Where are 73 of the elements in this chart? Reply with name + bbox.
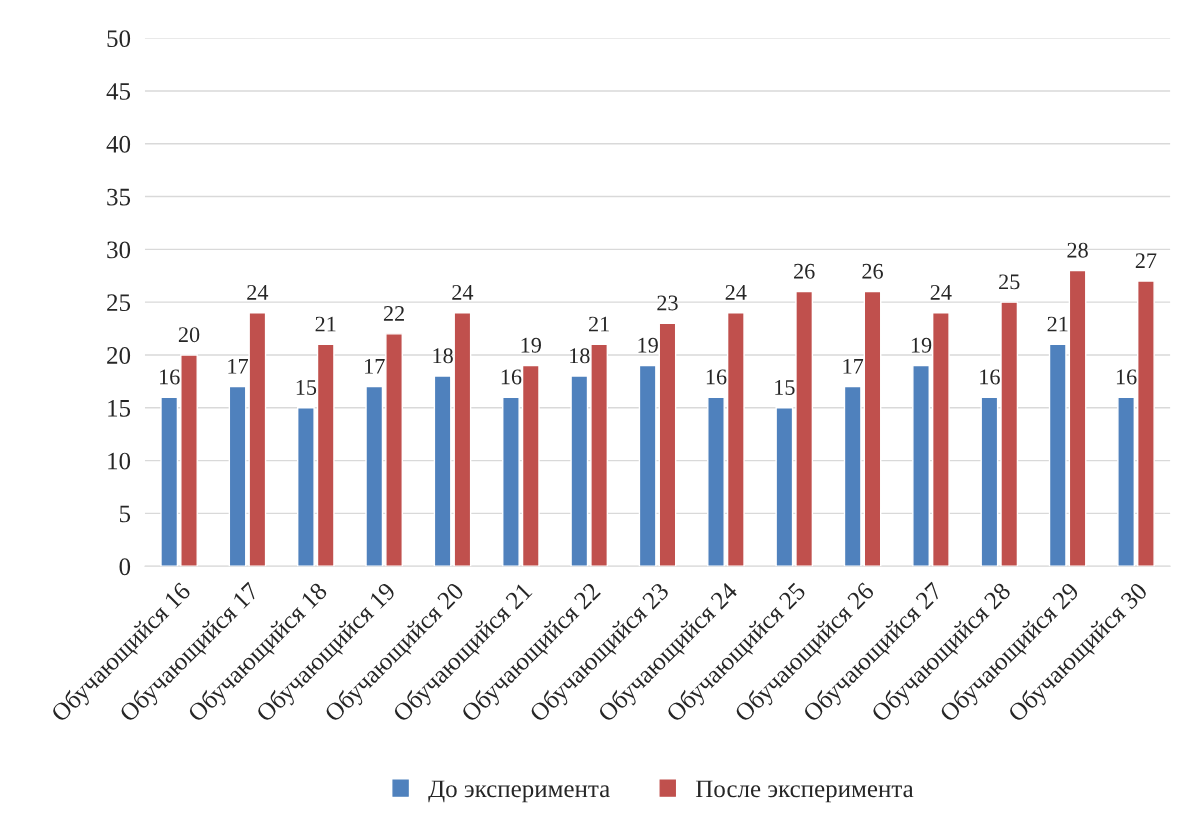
bar (228, 385, 247, 567)
bar (316, 343, 335, 567)
data-label: 24 (930, 284, 952, 300)
bar (180, 354, 198, 567)
data-label: 25 (999, 274, 1020, 290)
data-label: 24 (247, 284, 269, 300)
bar (707, 396, 725, 567)
bar (1068, 269, 1087, 567)
bar (1117, 396, 1135, 567)
bar (521, 364, 540, 567)
data-label: 16 (501, 369, 522, 385)
y-tick-label: 30 (107, 241, 131, 259)
data-label: 16 (160, 369, 180, 385)
data-label: 19 (521, 337, 541, 353)
data-label: 28 (1067, 242, 1088, 258)
bar (931, 312, 950, 567)
data-label: 17 (365, 358, 385, 374)
data-label: 24 (452, 284, 474, 300)
bar (658, 322, 677, 567)
y-tick-label: 20 (107, 347, 131, 364)
bar (775, 407, 794, 567)
data-label: 16 (706, 369, 727, 385)
y-tick-label: 45 (106, 83, 131, 100)
y-tick-label: 15 (108, 399, 131, 417)
bar (433, 375, 452, 567)
data-label: 16 (1116, 369, 1137, 385)
data-label: 17 (228, 358, 249, 374)
y-tick-label: 25 (107, 294, 131, 312)
bar (795, 290, 814, 567)
bar (726, 312, 745, 567)
bar (453, 312, 472, 567)
data-label: 21 (1047, 316, 1068, 332)
legend-label: После эксперимента (695, 780, 914, 803)
legend-label: До эксперимента (428, 780, 610, 803)
bar (1000, 301, 1019, 567)
bar (843, 385, 862, 567)
bar (365, 385, 384, 567)
data-label: 19 (911, 337, 932, 353)
y-tick-label: 0 (119, 558, 131, 576)
y-tick-label: 35 (107, 188, 131, 206)
bar (570, 375, 589, 567)
bar (590, 343, 609, 567)
y-tick-label: 40 (106, 135, 131, 153)
y-tick-label: 50 (107, 30, 131, 48)
bar (502, 396, 520, 567)
data-label: 19 (638, 337, 658, 353)
bar (863, 290, 882, 567)
data-label: 26 (862, 263, 883, 279)
data-label: 16 (980, 369, 1000, 385)
y-tick-label: 10 (108, 452, 131, 470)
bar (1048, 343, 1067, 567)
data-label: 21 (588, 316, 609, 332)
y-tick-label: 5 (120, 505, 131, 523)
data-label: 23 (657, 295, 678, 311)
bar (297, 407, 315, 567)
data-label: 18 (570, 348, 590, 364)
data-label: 26 (794, 263, 815, 279)
bar (385, 333, 403, 567)
data-label: 27 (1135, 253, 1157, 268)
data-label: 22 (383, 306, 404, 321)
data-label: 21 (315, 316, 336, 332)
bar (638, 364, 657, 567)
data-label: 15 (775, 380, 795, 395)
bar (160, 396, 179, 567)
data-label: 20 (178, 327, 200, 343)
bar (980, 396, 999, 567)
bar (912, 364, 930, 567)
data-label: 17 (843, 358, 864, 374)
bar (248, 312, 267, 567)
data-label: 18 (433, 348, 453, 364)
bar (1137, 280, 1155, 567)
data-label: 24 (725, 284, 747, 300)
data-label: 15 (296, 380, 317, 395)
